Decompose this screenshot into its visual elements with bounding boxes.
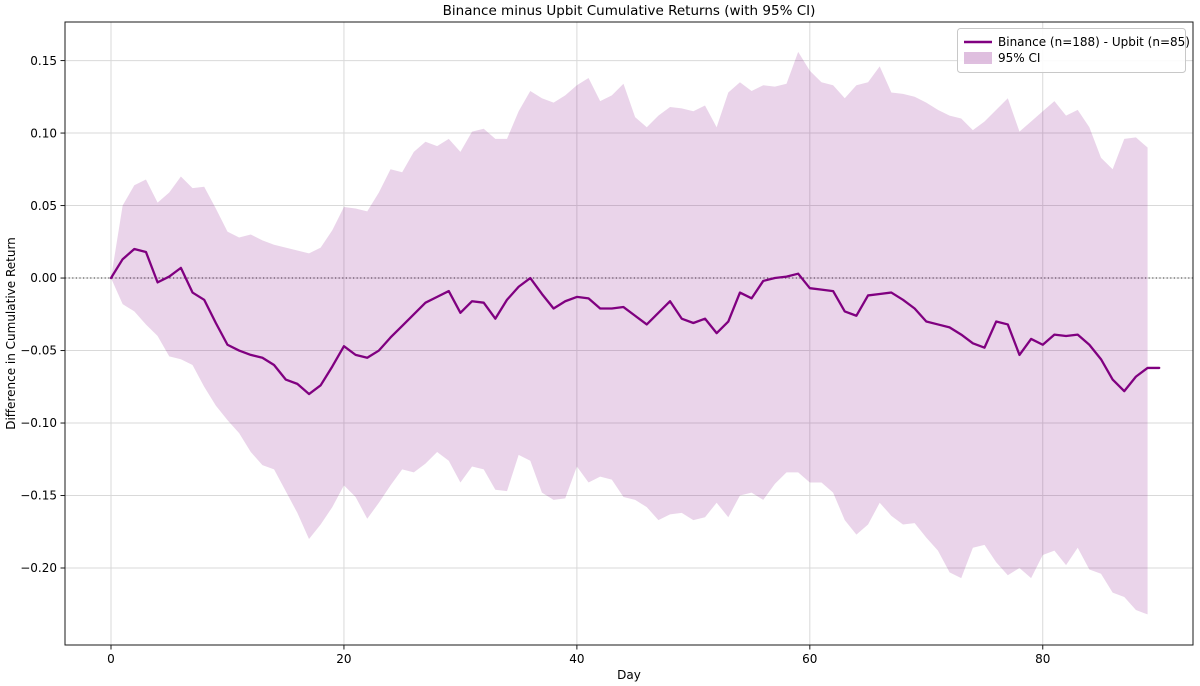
y-tick-label: 0.15 <box>30 54 57 68</box>
y-tick-label: −0.15 <box>20 489 57 503</box>
y-tick-label: 0.10 <box>30 126 57 140</box>
legend-band-swatch <box>964 52 992 64</box>
y-axis-title: Difference in Cumulative Return <box>4 237 18 430</box>
x-tick-label: 60 <box>802 652 817 666</box>
x-axis-title: Day <box>617 668 641 682</box>
y-tick-label: 0.05 <box>30 199 57 213</box>
difference-line <box>109 247 1161 396</box>
x-tick-label: 80 <box>1035 652 1050 666</box>
x-tick-label: 0 <box>107 652 115 666</box>
confidence-band <box>111 51 1148 615</box>
chart-title: Binance minus Upbit Cumulative Returns (… <box>443 3 816 19</box>
y-tick-label: −0.20 <box>20 561 57 575</box>
legend-line-label: Binance (n=188) - Upbit (n=85) <box>998 35 1190 49</box>
axes-ticks: 0 20 40 60 80 0.15 0.10 0.05 0.00 −0.05 −0.10 −0.15… <box>20 54 1050 666</box>
plot-border <box>64 21 1194 646</box>
y-tick-label: −0.05 <box>20 344 57 358</box>
legend-band-label: 95% CI <box>998 51 1040 65</box>
legend-box <box>957 28 1186 73</box>
confidence-band-layer <box>111 51 1148 615</box>
grid-lines <box>65 22 1193 645</box>
legend: Binance (n=188) - Upbit (n=85) 95% CI <box>957 28 1190 73</box>
x-tick-label: 40 <box>569 652 584 666</box>
difference-line-layer <box>109 247 1161 396</box>
x-tick-label: 20 <box>336 652 351 666</box>
y-tick-label: 0.00 <box>30 271 57 285</box>
y-tick-label: −0.10 <box>20 416 57 430</box>
